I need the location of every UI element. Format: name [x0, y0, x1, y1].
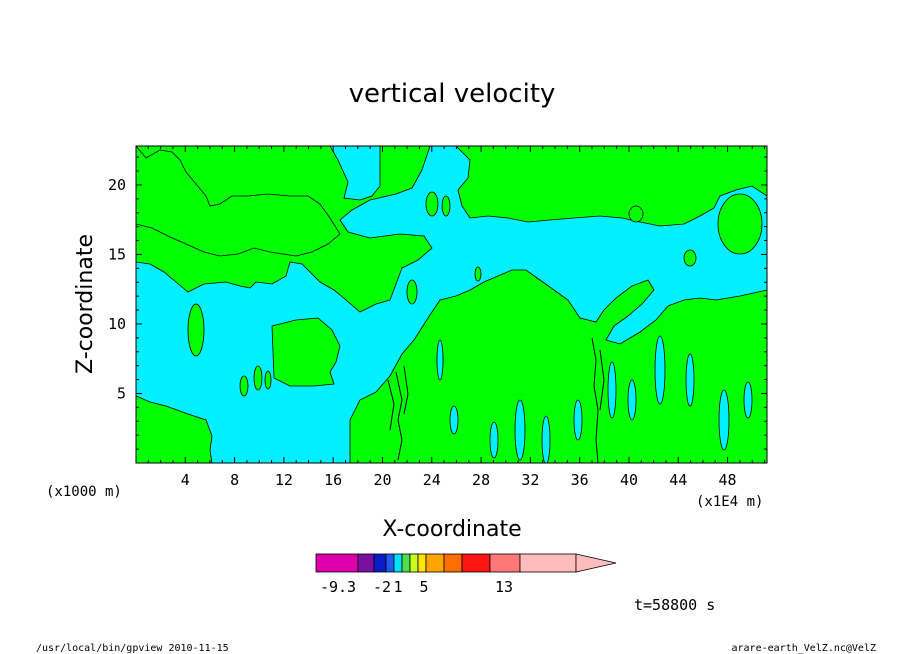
- negative-blob: [573, 399, 583, 441]
- negative-blob: [718, 389, 730, 451]
- y-axis: 5 10 15 20: [108, 156, 767, 450]
- colorbar-label: -2: [373, 578, 391, 596]
- positive-region-middle-box: [271, 317, 341, 387]
- positive-blob: [441, 195, 451, 217]
- positive-blob: [264, 370, 272, 390]
- negative-blob: [627, 379, 637, 421]
- x-unit-right: (x1E4 m): [696, 494, 763, 510]
- negative-blob: [514, 399, 526, 461]
- colorbar-swatch: [401, 553, 411, 573]
- y-tick-label: 5: [117, 384, 126, 402]
- positive-blob: [474, 266, 482, 282]
- positive-region-upper-right: [455, 146, 767, 227]
- x-axis-label: X-coordinate: [382, 517, 521, 542]
- x-tick-label: 20: [373, 471, 391, 489]
- negative-blob: [607, 361, 617, 419]
- chart-title: vertical velocity: [349, 79, 556, 109]
- positive-region-left-lobe: [136, 146, 341, 257]
- positive-blob: [253, 365, 263, 391]
- y-tick-label: 20: [108, 176, 126, 194]
- colorbar: [315, 553, 617, 573]
- colorbar-extension: [575, 553, 617, 573]
- x-tick-label: 36: [571, 471, 589, 489]
- positive-blob: [406, 279, 418, 305]
- x-tick-label: 4: [181, 471, 190, 489]
- x-tick-label: 16: [324, 471, 342, 489]
- colorbar-label: -9.3: [320, 578, 356, 596]
- x-tick-label: 40: [620, 471, 638, 489]
- positive-blob: [628, 205, 644, 223]
- positive-blob: [239, 375, 249, 397]
- x-unit-left: (x1000 m): [46, 484, 122, 500]
- positive-blob: [683, 249, 697, 267]
- time-label: t=58800 s: [634, 596, 715, 614]
- x-tick-label: 48: [719, 471, 737, 489]
- x-tick-label: 28: [472, 471, 490, 489]
- negative-blob: [743, 381, 753, 419]
- colorbar-swatch: [519, 553, 577, 573]
- colorbar-label: 1: [393, 578, 402, 596]
- positive-region-lower-left: [136, 395, 213, 463]
- negative-holes: [436, 335, 753, 463]
- y-axis-label: Z-coordinate: [73, 234, 98, 374]
- colorbar-swatch: [393, 553, 403, 573]
- footer-left: /usr/local/bin/gpview 2010-11-15: [36, 643, 229, 654]
- colorbar-swatch: [409, 553, 419, 573]
- colorbar-swatch: [425, 553, 445, 573]
- contour-lines: [387, 337, 605, 463]
- x-tick-label: 8: [230, 471, 239, 489]
- positive-regions: [136, 146, 767, 463]
- colorbar-swatch: [461, 553, 491, 573]
- y-tick-label: 10: [108, 315, 126, 333]
- negative-blob: [541, 415, 551, 463]
- positive-blob: [425, 191, 439, 217]
- colorbar-swatch: [373, 553, 387, 573]
- colorbar-labels: -9.3 -2 1 5 13: [320, 578, 513, 596]
- positive-blob: [187, 303, 205, 357]
- negative-blob: [654, 335, 666, 405]
- colorbar-swatch: [385, 553, 395, 573]
- plot-area: [136, 146, 767, 463]
- negative-blob: [449, 405, 459, 435]
- colorbar-swatch: [489, 553, 521, 573]
- negative-blob: [436, 339, 444, 381]
- x-tick-label: 12: [275, 471, 293, 489]
- positive-blob: [717, 193, 763, 255]
- colorbar-label: 5: [419, 578, 428, 596]
- colorbar-label: 13: [495, 578, 513, 596]
- x-tick-label: 24: [423, 471, 441, 489]
- negative-blob: [489, 421, 499, 459]
- x-axis: 4 8 12 16 20 24 28 32 36 40 44 48: [147, 146, 766, 489]
- x-tick-label: 32: [521, 471, 539, 489]
- colorbar-swatch: [443, 553, 463, 573]
- colorbar-swatch: [357, 553, 375, 573]
- colorbar-swatch: [417, 553, 427, 573]
- plot-frame: [135, 145, 768, 464]
- negative-blob: [685, 353, 695, 407]
- colorbar-swatch: [315, 553, 359, 573]
- footer-right: arare-earth_VelZ.nc@VelZ: [732, 643, 877, 654]
- x-tick-label: 44: [669, 471, 687, 489]
- y-tick-label: 15: [108, 245, 126, 263]
